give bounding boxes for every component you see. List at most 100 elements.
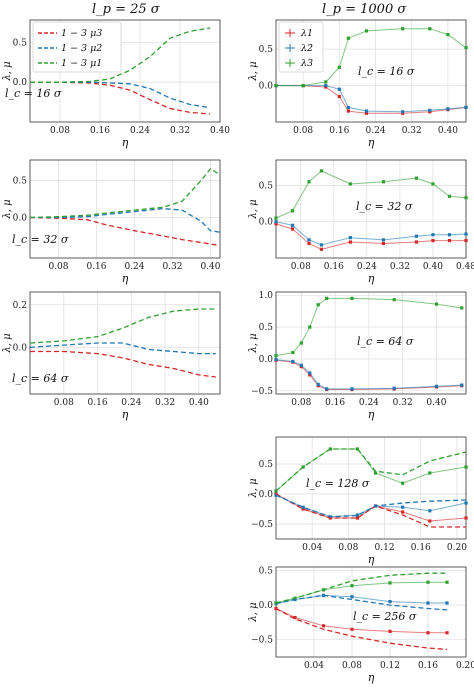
- x-tick-label: 0.16: [86, 262, 106, 272]
- panel-label: l_c = 64 σ: [12, 372, 69, 385]
- y-tick-label: 0.0: [13, 78, 28, 88]
- y-tick-label: 0.0: [13, 343, 28, 353]
- y-tick-label: 0.5: [13, 177, 28, 187]
- y-tick-label: 0.5: [259, 323, 274, 333]
- x-axis-label: η: [368, 272, 375, 285]
- x-tick-label: 0.16: [88, 398, 108, 408]
- data-point-red: [290, 227, 295, 231]
- x-tick-label: 0.32: [162, 262, 182, 272]
- x-tick-label: 0.16: [411, 543, 431, 553]
- x-axis-label: η: [368, 553, 375, 566]
- y-tick-label: −0.5: [251, 387, 273, 397]
- data-point-blue: [308, 371, 312, 375]
- y-tick-label: 0.0: [259, 82, 274, 92]
- series-line-green: [29, 167, 221, 219]
- data-point-green: [381, 180, 385, 184]
- data-point-red: [401, 510, 405, 514]
- data-point-green: [350, 296, 354, 300]
- panel-label: l_c = 16 σ: [5, 87, 62, 100]
- series-line-green: [275, 448, 467, 492]
- data-point-green: [446, 32, 450, 37]
- y-tick-label: 0.0: [259, 355, 274, 365]
- x-tick-label: 0.48: [456, 262, 474, 272]
- data-point-blue: [426, 601, 430, 605]
- x-axis-label: η: [122, 136, 129, 149]
- panel-label: l_c = 32 σ: [12, 233, 69, 246]
- series-trace-red: [275, 359, 462, 390]
- subplot-l25-lc32: 0.08 0.16 0.24 0.32 0.40 0.0 0.5 l_c = 32 σ η λ, …: [2, 159, 221, 285]
- data-point-green: [414, 176, 419, 180]
- data-point-red: [426, 631, 430, 635]
- y-tick-label: −0.5: [251, 636, 273, 646]
- x-tick-label: 0.24: [121, 398, 141, 408]
- axes-frame: [29, 19, 221, 123]
- data-point-green: [364, 29, 369, 33]
- panel-label: l_c = 32 σ: [356, 200, 413, 213]
- data-point-blue: [337, 87, 341, 91]
- data-point-green: [431, 182, 435, 186]
- x-tick-label: 0.08: [338, 543, 358, 553]
- legend-dashed: 1 − 3 μ3 1 − 3 μ2 1 − 3 μ1: [32, 21, 122, 73]
- data-point-blue: [428, 108, 432, 112]
- legend-label-blue: λ2: [300, 43, 313, 54]
- data-point-green: [445, 580, 449, 584]
- y-tick-label: −0.5: [251, 520, 273, 530]
- axes-frame: [275, 291, 467, 395]
- data-point-green: [348, 182, 352, 186]
- x-tick-label: 0.40: [423, 262, 443, 272]
- data-point-green: [447, 194, 452, 198]
- series-trace-blue: [276, 85, 467, 113]
- data-point-green: [388, 581, 392, 585]
- data-point-green: [392, 298, 396, 302]
- x-axis-label: η: [368, 408, 375, 421]
- x-tick-label: 0.24: [124, 262, 144, 272]
- x-axis-label: η: [368, 671, 375, 684]
- subplot-l1000-lc256: 0.04 0.08 0.12 0.16 0.20 −0.5 0.0 0.5 l_c = 256 …: [248, 566, 474, 684]
- data-point-blue: [434, 384, 439, 388]
- data-point-green: [464, 46, 468, 50]
- x-axis-label: η: [122, 272, 129, 285]
- legend-box: [32, 21, 122, 73]
- y-axis-label: λ, μ: [248, 478, 259, 498]
- data-point-blue: [464, 105, 468, 110]
- data-point-red: [464, 516, 468, 520]
- axes-frame: [29, 159, 221, 259]
- y-tick-label: 0.5: [259, 45, 274, 55]
- x-tick-label: 0.16: [325, 398, 345, 408]
- series-line-green: [275, 572, 447, 604]
- y-axis-label: λ, μ: [2, 333, 13, 353]
- axes-frame: [275, 436, 467, 540]
- x-tick-label: 0.12: [375, 543, 395, 553]
- x-tick-label: 0.24: [357, 262, 377, 272]
- data-point-green: [307, 180, 311, 184]
- x-tick-label: 0.32: [170, 126, 190, 136]
- x-tick-label: 0.08: [50, 126, 70, 136]
- data-point-green: [274, 216, 278, 220]
- data-point-blue: [274, 357, 278, 362]
- data-point-red: [337, 94, 341, 99]
- data-point-blue: [381, 238, 385, 242]
- x-tick-label: 0.20: [456, 661, 474, 671]
- data-point-red: [308, 373, 312, 377]
- data-point-red: [428, 519, 432, 523]
- axes-frame: [275, 159, 467, 259]
- series-line-blue: [30, 81, 211, 109]
- legend-label-blue: 1 − 3 μ2: [61, 43, 102, 54]
- data-point-red: [293, 615, 297, 620]
- data-point-red: [464, 238, 468, 243]
- data-point-blue: [350, 387, 354, 391]
- data-point-blue: [431, 233, 435, 237]
- series-trace-red: [276, 85, 467, 114]
- data-point-blue: [299, 363, 303, 367]
- series-trace-green: [276, 28, 467, 87]
- legend-markers: λ1 λ2 λ3: [278, 21, 324, 73]
- series-trace-blue: [275, 221, 467, 246]
- y-tick-label: 0.0: [259, 218, 274, 228]
- data-point-green: [290, 209, 295, 213]
- x-tick-label: 0.32: [402, 126, 422, 136]
- data-point-blue: [364, 109, 369, 113]
- data-point-blue: [464, 232, 468, 236]
- data-point-blue: [325, 387, 329, 391]
- data-point-green: [325, 296, 329, 300]
- data-point-green: [316, 303, 320, 307]
